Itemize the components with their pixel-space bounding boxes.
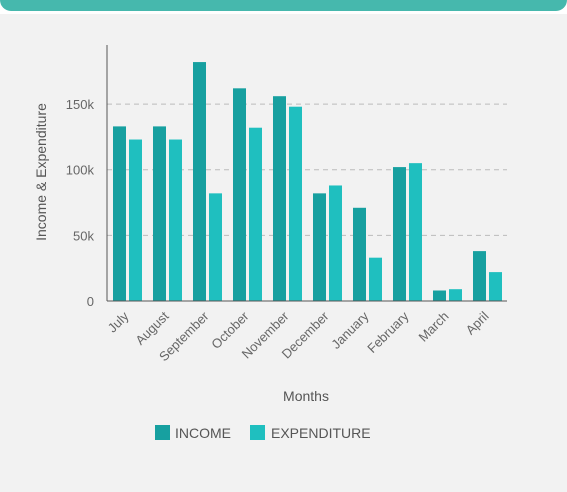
y-axis-title: Income & Expenditure (33, 103, 49, 241)
income-bar (233, 88, 246, 301)
bars-layer (113, 62, 502, 302)
legend: INCOME EXPENDITURE (155, 425, 371, 441)
y-tick-labels: 0 50k 100k 150k (66, 97, 95, 309)
income-bar (433, 290, 446, 301)
expenditure-bar (369, 257, 382, 301)
income-bar (193, 62, 206, 301)
income-bar (113, 126, 126, 302)
legend-label-expenditure: EXPENDITURE (271, 425, 371, 441)
expenditure-bar (449, 289, 462, 301)
y-tick-label: 0 (87, 294, 94, 309)
axes-layer (106, 45, 507, 302)
x-tick-label: February (364, 308, 412, 356)
y-tick-label: 100k (66, 163, 95, 178)
expenditure-bar (209, 193, 222, 301)
expenditure-bar (409, 163, 422, 301)
x-tick-label: March (415, 309, 451, 345)
x-tick-label: August (132, 308, 171, 347)
income-bar (473, 251, 486, 301)
legend-label-income: INCOME (175, 425, 231, 441)
income-bar (393, 167, 406, 301)
income-bar (313, 193, 326, 301)
income-bar (353, 207, 366, 301)
x-tick-label: July (105, 308, 132, 335)
grid-layer (107, 103, 507, 236)
income-bar (153, 126, 166, 302)
income-bar (273, 96, 286, 301)
y-tick-label: 150k (66, 97, 95, 112)
expenditure-bar (329, 185, 342, 301)
expenditure-bar (129, 139, 142, 301)
y-tick-label: 50k (73, 228, 94, 243)
top-accent-band (0, 0, 567, 11)
legend-swatch-income (155, 425, 170, 440)
expenditure-bar (249, 127, 262, 301)
expenditure-bar (169, 139, 182, 301)
expenditure-bar (489, 272, 502, 301)
x-axis-title: Months (283, 388, 329, 404)
top-band (0, 0, 567, 14)
legend-swatch-expenditure (250, 425, 265, 440)
x-tick-labels: July AugustSeptemberOctoberNovemberDecemb… (105, 308, 492, 364)
expenditure-bar (289, 106, 302, 301)
x-tick-label: April (463, 308, 492, 337)
